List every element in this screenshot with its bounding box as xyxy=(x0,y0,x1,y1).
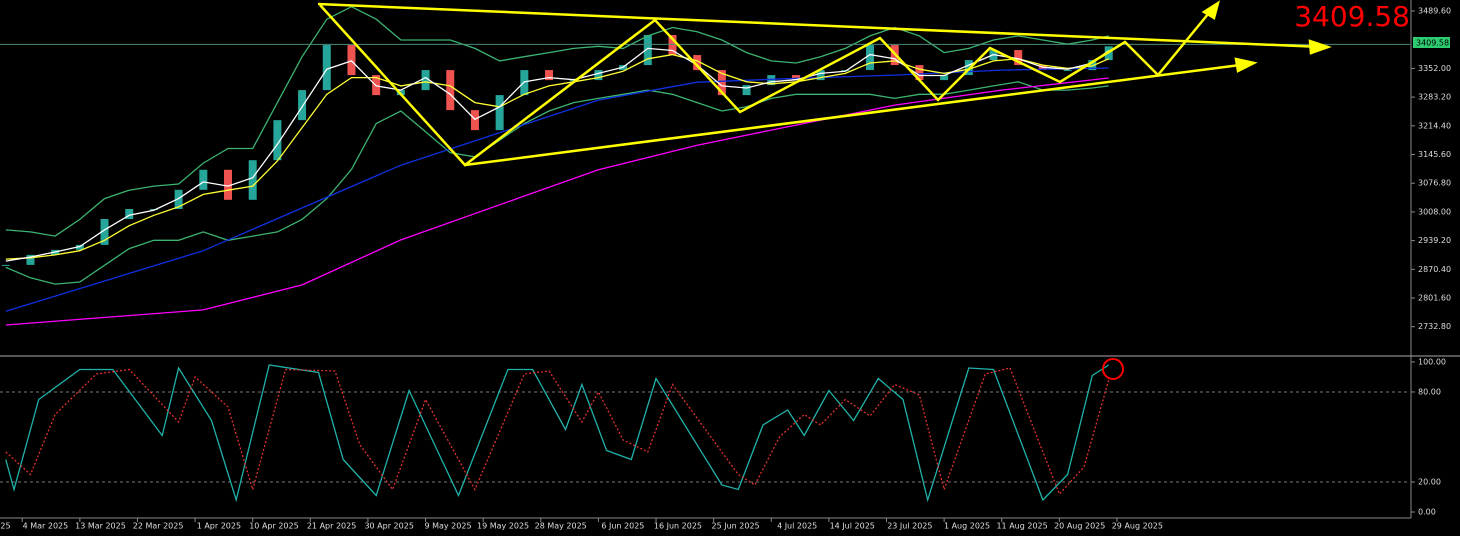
candle xyxy=(421,70,430,91)
candle xyxy=(767,75,776,86)
candle xyxy=(791,75,800,81)
candle xyxy=(347,45,356,76)
candle xyxy=(1088,60,1097,71)
annotations xyxy=(317,0,1332,167)
x-tick-label: 4 Jul 2025 xyxy=(777,522,817,531)
x-tick-label: 20 Aug 2025 xyxy=(1054,522,1105,531)
candle xyxy=(545,70,554,81)
series-line xyxy=(5,47,1110,262)
x-tick-label: 30 Apr 2025 xyxy=(364,522,413,531)
x-tick-label: 25 xyxy=(0,522,10,531)
candle xyxy=(470,110,479,131)
y-tick-label: 2939.20 xyxy=(1418,236,1451,245)
x-tick-label: 28 May 2025 xyxy=(535,522,587,531)
y-tick-label: 20.00 xyxy=(1418,477,1441,486)
candle xyxy=(174,189,183,209)
candle xyxy=(248,160,257,200)
y-tick-label: 2870.40 xyxy=(1418,265,1451,274)
price-box-label: 3409.58 xyxy=(1416,39,1449,48)
candle xyxy=(446,70,455,111)
x-tick-label: 11 Aug 2025 xyxy=(996,522,1047,531)
candle xyxy=(273,120,282,161)
candle xyxy=(100,219,109,245)
candle xyxy=(816,70,825,81)
candle xyxy=(199,169,208,190)
y-tick-label: 2801.60 xyxy=(1418,294,1451,303)
candle xyxy=(594,70,603,81)
x-tick-label: 9 May 2025 xyxy=(424,522,471,531)
y-tick-label: 100.00 xyxy=(1418,357,1446,366)
series-line xyxy=(5,364,1110,503)
current-price-label: 3409.58 xyxy=(1294,0,1410,33)
candle xyxy=(866,45,875,71)
arrow xyxy=(1201,0,1221,20)
candle xyxy=(322,45,331,91)
trend-line xyxy=(317,2,1323,49)
price-box xyxy=(1413,37,1450,48)
candle xyxy=(1063,70,1072,72)
y-tick-label: 3008.00 xyxy=(1418,207,1451,216)
x-tick-label: 22 Mar 2025 xyxy=(133,522,184,531)
y-tick-label: 3214.40 xyxy=(1418,121,1451,130)
x-tick-label: 19 May 2025 xyxy=(477,522,529,531)
x-tick-label: 25 Jun 2025 xyxy=(712,522,760,531)
x-tick-label: 4 Mar 2025 xyxy=(23,522,69,531)
x-tick-label: 23 Jul 2025 xyxy=(887,522,932,531)
candle xyxy=(742,85,751,96)
candle xyxy=(26,254,35,265)
candle xyxy=(298,90,307,121)
candle xyxy=(693,55,702,71)
y-tick-label: 3076.80 xyxy=(1418,179,1451,188)
series-line xyxy=(5,77,1109,326)
x-tick-label: 6 Jun 2025 xyxy=(601,522,644,531)
candle xyxy=(224,169,233,200)
x-tick-label: 29 Aug 2025 xyxy=(1112,522,1163,531)
y-tick-label: 0.00 xyxy=(1418,507,1436,516)
candle xyxy=(643,35,652,66)
candle xyxy=(125,208,134,220)
candle xyxy=(495,95,504,131)
candle xyxy=(940,75,949,81)
candle xyxy=(1014,50,1023,66)
candle xyxy=(75,244,84,250)
y-tick-label: 3145.60 xyxy=(1418,150,1451,159)
y-tick-label: 80.00 xyxy=(1418,387,1441,396)
trend-line xyxy=(464,62,1249,167)
y-tick-label: 3352.00 xyxy=(1418,64,1451,73)
arrow xyxy=(1308,39,1332,55)
y-tick-label: 3283.20 xyxy=(1418,93,1451,102)
candle xyxy=(1,264,10,266)
y-tick-label: 3489.60 xyxy=(1418,7,1451,16)
arrow xyxy=(1234,57,1258,73)
x-tick-label: 21 Apr 2025 xyxy=(307,522,356,531)
x-tick-label: 16 Jun 2025 xyxy=(654,522,702,531)
x-tick-label: 10 Apr 2025 xyxy=(249,522,298,531)
x-tick-label: 14 Jul 2025 xyxy=(830,522,875,531)
zigzag xyxy=(319,4,1214,167)
y-tick-label: 2732.80 xyxy=(1418,322,1451,331)
candle xyxy=(668,35,677,56)
series-line xyxy=(5,81,1109,285)
x-tick-label: 13 Mar 2025 xyxy=(75,522,126,531)
plot: 3489.60 3352.00 3283.20 3214.40 3145.60 3076.… xyxy=(0,5,1451,531)
series-line xyxy=(5,367,1110,496)
candle xyxy=(915,65,924,81)
x-tick-label: 1 Apr 2025 xyxy=(197,522,241,531)
x-tick-label: 1 Aug 2025 xyxy=(944,522,990,531)
series-line xyxy=(5,53,1109,260)
candle xyxy=(717,70,726,96)
highlight-circle xyxy=(1102,358,1124,380)
